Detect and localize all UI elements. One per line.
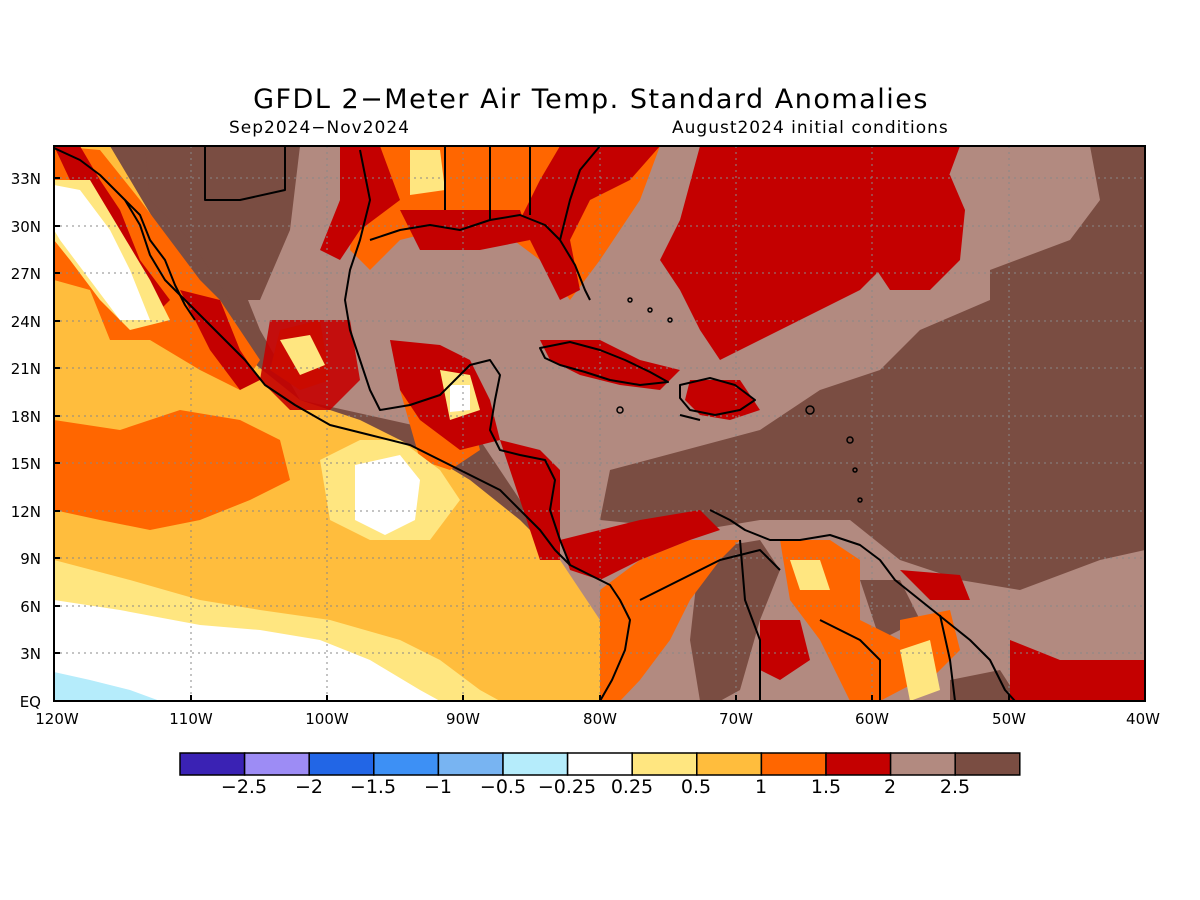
lon-label: 80W <box>583 710 617 728</box>
axis-ticks <box>54 177 1010 701</box>
colorbar-label: 1.5 <box>811 776 841 798</box>
lat-label: 30N <box>11 218 41 236</box>
initial-conditions: August2024 initial conditions <box>672 118 949 138</box>
map-title: GFDL 2−Meter Air Temp. Standard Anomalie… <box>253 84 929 115</box>
colorbar-label: 0.25 <box>611 776 653 798</box>
colorbar-label: 1 <box>755 776 767 798</box>
lat-label: 15N <box>11 455 41 473</box>
colorbar-swatch <box>696 752 763 776</box>
lat-label: 21N <box>11 360 41 378</box>
colorbar-label: −2 <box>295 776 323 798</box>
colorbar-swatch <box>825 752 892 776</box>
lon-label: 120W <box>35 710 79 728</box>
islands <box>616 297 863 503</box>
lon-label: 90W <box>446 710 480 728</box>
colorbar-swatch <box>760 752 827 776</box>
colorbar-swatch <box>437 752 504 776</box>
graticule <box>54 146 1145 701</box>
coastlines <box>54 146 1016 701</box>
lon-label: 50W <box>992 710 1026 728</box>
lat-label: EQ <box>20 693 41 711</box>
latitude-labels: 33N 30N 27N 24N 21N 18N 15N 12N 9N 6N 3N… <box>11 170 41 711</box>
colorbar-swatch <box>631 752 698 776</box>
colorbar-swatch <box>954 752 1021 776</box>
colorbar-swatch <box>502 752 569 776</box>
lat-label: 27N <box>11 265 41 283</box>
colorbar-swatch <box>308 752 375 776</box>
lon-label: 100W <box>305 710 349 728</box>
lon-label: 60W <box>855 710 889 728</box>
lat-label: 12N <box>11 503 41 521</box>
lat-label: 3N <box>20 645 41 663</box>
colorbar-label: 2.5 <box>940 776 970 798</box>
lon-label: 110W <box>169 710 213 728</box>
longitude-labels: 120W 110W 100W 90W 80W 70W 60W 50W 40W <box>35 710 1160 728</box>
lat-label: 6N <box>20 598 41 616</box>
colorbar-swatch <box>889 752 956 776</box>
colorbar-swatch <box>566 752 633 776</box>
lat-label: 24N <box>11 313 41 331</box>
colorbar-label: −2.5 <box>221 776 267 798</box>
lon-label: 40W <box>1126 710 1160 728</box>
colorbar-label: −0.25 <box>538 776 596 798</box>
lat-label: 18N <box>11 408 41 426</box>
colorbar-swatch <box>243 752 310 776</box>
anomaly-field <box>54 146 1145 701</box>
forecast-period: Sep2024−Nov2024 <box>229 118 410 138</box>
colorbar-label: −1.5 <box>350 776 396 798</box>
colorbar <box>179 752 1021 776</box>
colorbar-label: 0.5 <box>681 776 711 798</box>
colorbar-swatch <box>179 752 246 776</box>
lat-label: 33N <box>11 170 41 188</box>
colorbar-label: 2 <box>884 776 896 798</box>
lon-label: 70W <box>719 710 753 728</box>
colorbar-swatch <box>373 752 440 776</box>
lat-label: 9N <box>20 550 41 568</box>
colorbar-labels: −2.5 −2 −1.5 −1 −0.5 −0.25 0.25 0.5 1 1.… <box>221 776 970 798</box>
colorbar-label: −0.5 <box>480 776 526 798</box>
colorbar-label: −1 <box>424 776 452 798</box>
